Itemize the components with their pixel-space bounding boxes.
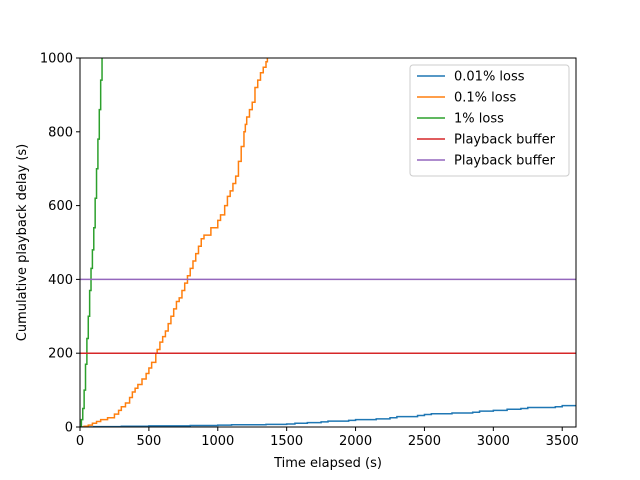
y-tick-label: 1000 (40, 52, 73, 67)
x-tick-label: 2500 (408, 434, 441, 449)
y-tick-label: 600 (48, 199, 73, 214)
x-tick-label: 3500 (546, 434, 579, 449)
plot-frame (79, 57, 577, 428)
legend-label: 0.01% loss (454, 70, 525, 85)
x-tick-label: 3000 (477, 434, 510, 449)
series-line-2 (80, 58, 103, 427)
y-axis-label: Cumulative playback delay (s) (15, 144, 30, 341)
legend-label: Playback buffer (454, 154, 556, 169)
series-layer (80, 58, 576, 427)
legend-label: 0.1% loss (454, 91, 516, 106)
y-axis-ticks: 0 200 400 600 800 1000 (40, 52, 80, 436)
y-tick-label: 200 (48, 347, 73, 362)
y-tick-label: 400 (48, 273, 73, 288)
legend-label: 1% loss (454, 112, 504, 127)
x-tick-label: 2000 (339, 434, 372, 449)
series-line-0 (80, 404, 576, 427)
x-tick-label: 0 (76, 434, 84, 449)
y-tick-label: 800 (48, 125, 73, 140)
series-line-1 (80, 58, 269, 427)
legend-box (409, 64, 570, 177)
y-tick-label: 0 (65, 421, 73, 436)
legend-label: Playback buffer (454, 133, 556, 148)
x-axis-label: Time elapsed (s) (273, 456, 382, 471)
legend: 0.01% loss 0.1% loss 1% loss Playback buffe… (409, 64, 570, 177)
x-axis-ticks: 0 500 1000 1500 2000 2500 3000 3500 (76, 427, 579, 449)
x-tick-label: 500 (136, 434, 161, 449)
x-tick-label: 1000 (201, 434, 234, 449)
x-tick-label: 1500 (270, 434, 303, 449)
